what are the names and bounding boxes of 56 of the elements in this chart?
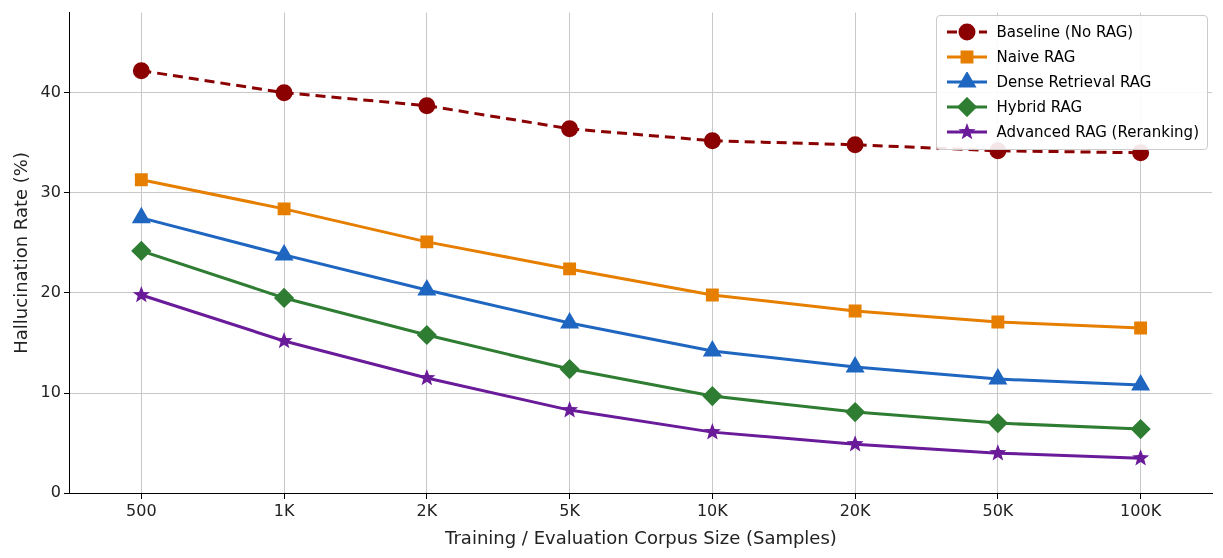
point [703,341,721,357]
point [561,401,579,418]
legend-label: Baseline (No RAG) [996,23,1134,42]
point [846,435,864,452]
point [275,84,293,102]
x-tick-label: 2K [416,500,438,520]
legend-label: Naive RAG [996,48,1076,67]
point [131,241,151,261]
x-tick-label: 10K [696,500,729,520]
point [991,315,1005,329]
point [132,62,150,80]
point [563,262,577,276]
x-tick-label: 100K [1120,500,1162,520]
point [418,97,436,115]
point [134,173,148,187]
y-tick-label: 40 [40,81,61,101]
point [561,313,579,329]
point [418,280,436,296]
y-tick-label: 20 [40,282,61,302]
point [1134,321,1148,335]
point [703,423,721,440]
y-tick-label: 30 [40,181,61,201]
x-tick-label: 1K [273,500,295,520]
point [846,357,864,373]
point [132,285,150,303]
point [417,325,437,345]
point [702,386,722,406]
legend-label: Advanced RAG (Reranking) [996,123,1199,142]
point [1131,419,1151,439]
legend-label: Hybrid RAG [996,98,1083,117]
point [132,208,150,224]
x-tick-label: 50K [982,500,1014,520]
point [274,288,294,308]
point [848,304,862,318]
point [989,369,1007,385]
point [846,136,864,154]
y-tick-label: 0 [50,482,61,502]
x-tick-label: 5K [559,500,581,520]
x-tick-label: 500 [126,500,157,520]
point [561,120,579,138]
point [420,235,434,249]
point [275,245,293,261]
y-tick-label: 10 [40,382,61,402]
x-axis-title: Training / Evaluation Corpus Size (Samples) [444,526,837,548]
point [703,132,721,150]
point [988,413,1008,433]
point [560,359,580,379]
point [705,288,719,302]
y-axis-title: Hallucination Rate (%) [10,152,32,354]
point [277,202,291,216]
point [1132,375,1150,391]
legend-label: Dense Retrieval RAG [996,73,1152,92]
x-tick-label: 20K [839,500,872,520]
point [845,402,865,422]
point [989,444,1007,461]
point [1132,449,1150,466]
